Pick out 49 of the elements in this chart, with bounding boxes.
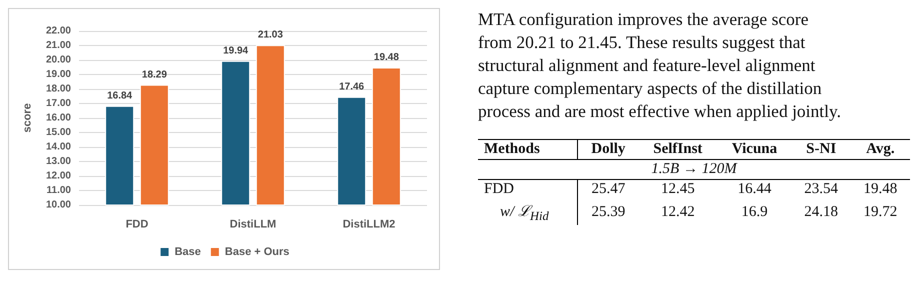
text: w/ ℒ$_{Hid}$ [478, 199, 578, 225]
text: 12.42 [660, 202, 696, 222]
text: 24.18 [803, 202, 840, 222]
x-tick-label: DistiLLM [230, 218, 276, 230]
data-label: 19.48 [374, 52, 400, 64]
text: 19.48 [862, 180, 898, 199]
text: S-NI [805, 140, 838, 159]
text: structural alignment and feature-level alignment [478, 54, 816, 77]
text: 1.5B → 120M [478, 160, 910, 180]
y-tick-label: 22.00 [46, 26, 72, 36]
text: capture complementary aspects of the distillation [478, 77, 823, 100]
data-label: 16.84 [107, 90, 133, 102]
y-tick-label: 18.00 [46, 84, 72, 94]
text: 16.44 [736, 180, 772, 199]
text: 19.72 [862, 202, 898, 222]
y-tick-label: 19.00 [46, 69, 72, 80]
text: 25.47 [590, 180, 626, 199]
data-label: 18.29 [142, 69, 168, 80]
x-tick-label: FDD [126, 218, 148, 230]
data-label: 21.03 [258, 30, 284, 41]
y-tick-label: 21.00 [46, 40, 72, 51]
text: 16.9 [740, 202, 769, 222]
data-label: 19.94 [223, 45, 249, 56]
legend-label: Base [174, 246, 201, 258]
text: 25.39 [590, 202, 626, 222]
y-tick-label: 12.00 [46, 170, 72, 182]
text: 12.45 [660, 180, 696, 199]
y-tick-label: 16.00 [46, 112, 72, 124]
y-tick-label: 15.00 [46, 127, 72, 138]
text: 23.54 [803, 180, 840, 199]
text: Dolly [590, 140, 626, 159]
text: FDD [478, 180, 578, 199]
y-tick-label: 11.00 [46, 185, 72, 196]
y-tick-label: 20.00 [46, 54, 72, 66]
text: MTA configuration improves the average score [478, 8, 810, 31]
data-label: 17.46 [339, 81, 365, 92]
text: Avg. [865, 140, 896, 159]
y-tick-label: 13.00 [46, 156, 72, 167]
y-axis-title: score [22, 103, 34, 133]
y-tick-label: 10.00 [46, 200, 72, 210]
text: Methods [478, 140, 578, 160]
text: Vicuna [730, 140, 778, 159]
x-tick-label: DistiLLM2 [342, 218, 396, 230]
text: process and are most effective when applied jointly. [478, 100, 842, 123]
y-tick-label: 17.00 [46, 98, 72, 109]
text: SelfInst [652, 140, 704, 159]
text: from 20.21 to 21.45. These results suggest that [478, 31, 806, 54]
y-tick-label: 14.00 [46, 142, 72, 152]
legend-label: Base + Ours [224, 246, 290, 258]
